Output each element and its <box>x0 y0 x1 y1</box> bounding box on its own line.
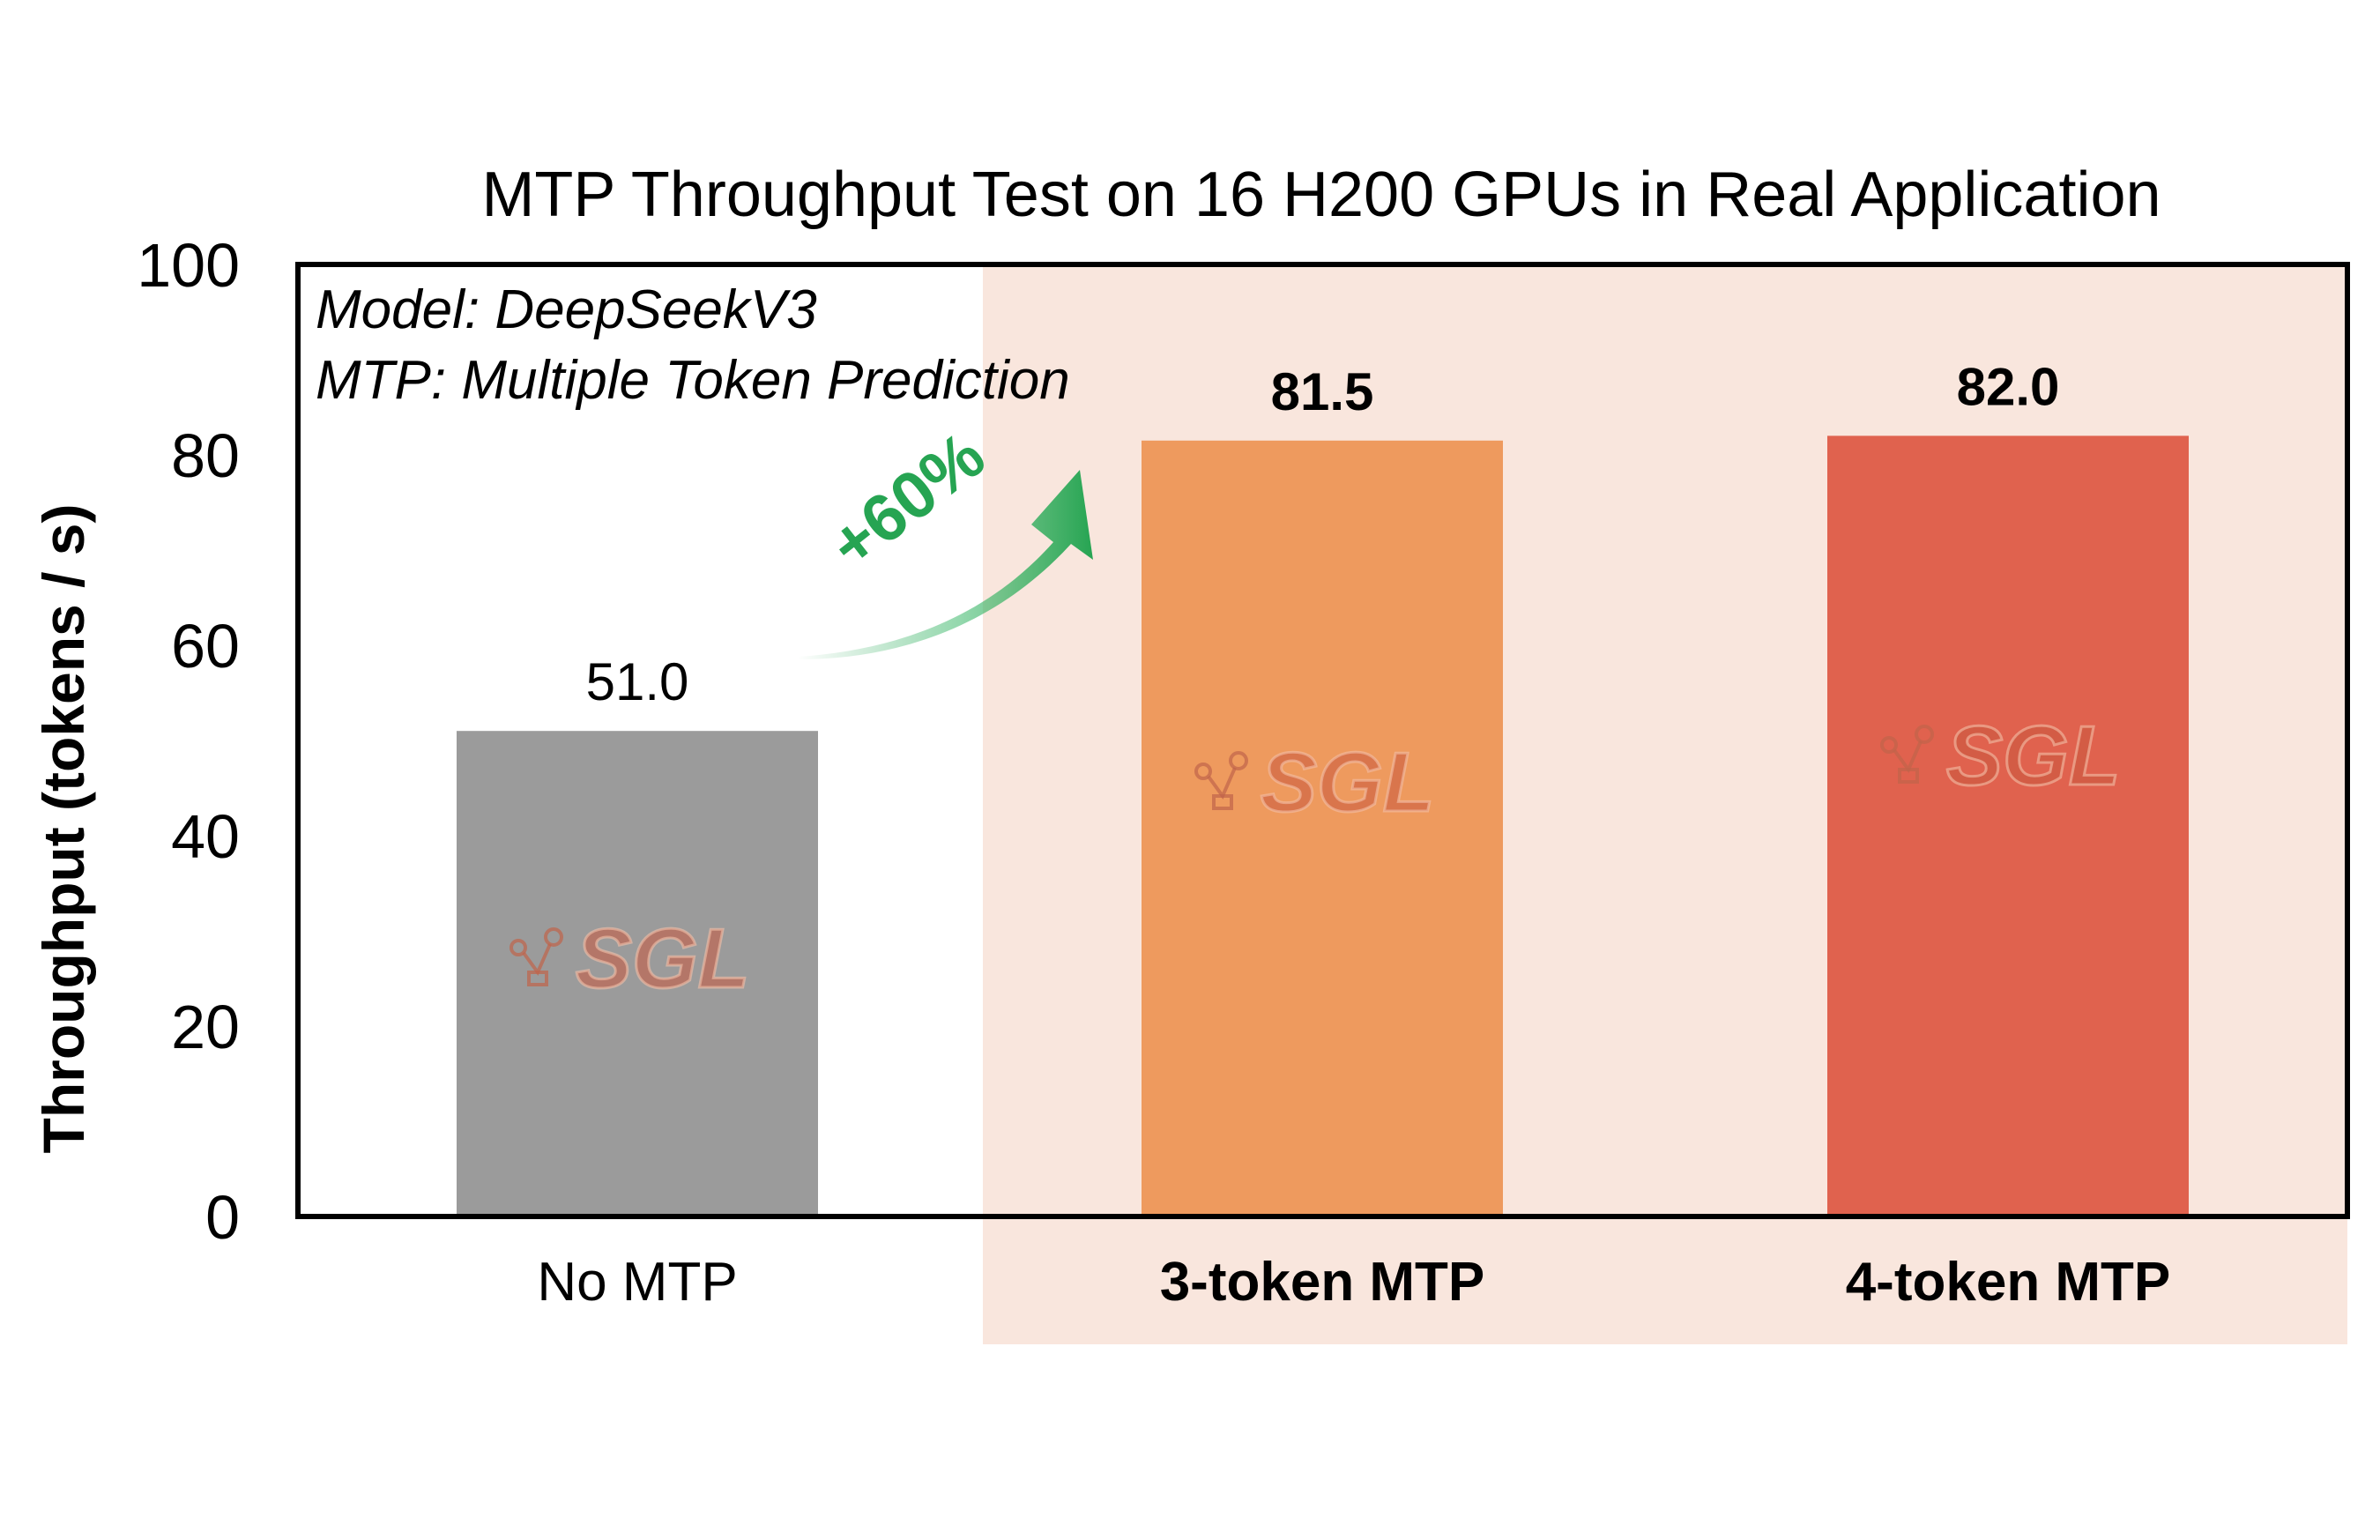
node-icon <box>509 939 527 956</box>
model-note: Model: DeepSeekV3 <box>316 279 817 340</box>
category-label: 3-token MTP <box>1160 1252 1485 1313</box>
bar <box>457 731 818 1216</box>
node-icon <box>1915 725 1934 744</box>
y-tick-labels: 0 20 40 60 80 100 <box>137 231 240 1252</box>
y-tick-label: 100 <box>137 231 240 300</box>
y-tick-label: 60 <box>171 612 240 681</box>
bar <box>1827 435 2189 1216</box>
sgl-watermark: SGL <box>1880 708 2122 805</box>
chip-icon <box>1212 794 1233 810</box>
node-icon <box>1229 751 1248 770</box>
chart-title: MTP Throughput Test on 16 H200 GPUs in R… <box>481 160 2161 230</box>
sgl-watermark-text: SGL <box>1261 735 1434 830</box>
gain-label: +60% <box>816 418 999 584</box>
gain-arrow <box>798 470 1093 659</box>
mtp-note: MTP: Multiple Token Prediction <box>316 350 1070 411</box>
y-tick-label: 40 <box>171 802 240 871</box>
sgl-watermark: SGL <box>509 911 751 1008</box>
sgl-watermark-text: SGL <box>1946 709 2120 803</box>
watermarks: SGL SGL SGL <box>509 708 2122 1008</box>
sgl-watermark: SGL <box>1194 734 1436 831</box>
category-labels: No MTP 3-token MTP 4-token MTP <box>537 1252 2170 1313</box>
y-tick-label: 20 <box>171 993 240 1061</box>
y-tick-label: 80 <box>171 421 240 490</box>
node-icon <box>1194 763 1212 780</box>
chip-icon <box>1898 768 1919 784</box>
gain-arrow-body <box>798 470 1093 659</box>
value-label: 82.0 <box>1957 357 2060 416</box>
node-icon <box>1880 736 1898 754</box>
value-labels: 51.0 81.5 82.0 <box>586 357 2060 711</box>
category-label: 4-token MTP <box>1846 1252 2171 1313</box>
bars <box>457 435 2189 1216</box>
chip-icon <box>527 971 548 986</box>
y-axis-label: Throughput (tokens / s) <box>31 504 96 1154</box>
plot-frame <box>295 262 2350 1219</box>
node-icon <box>544 927 563 947</box>
y-tick-label: 0 <box>205 1183 240 1252</box>
value-label: 51.0 <box>586 652 689 711</box>
value-label: 81.5 <box>1271 362 1374 421</box>
sgl-watermark-text: SGL <box>576 911 749 1006</box>
bar <box>1142 440 1503 1216</box>
category-label: No MTP <box>537 1252 737 1313</box>
